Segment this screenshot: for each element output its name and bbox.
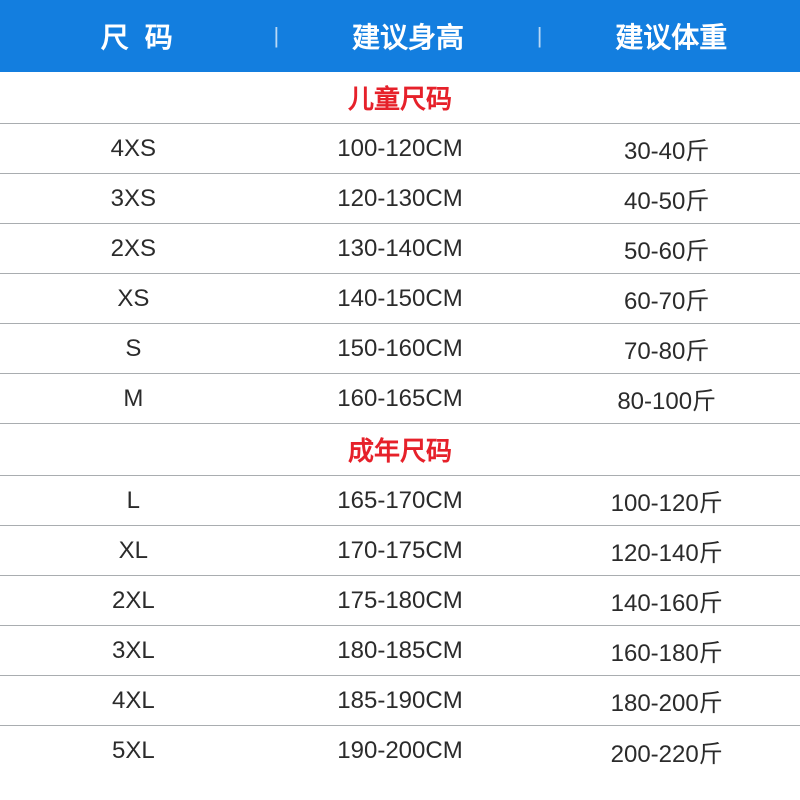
table-row: XS 140-150CM 60-70斤 bbox=[0, 274, 800, 324]
cell-size: M bbox=[0, 385, 267, 413]
cell-size: 4XL bbox=[0, 687, 267, 715]
table-row: XL 170-175CM 120-140斤 bbox=[0, 526, 800, 576]
table-row: 2XS 130-140CM 50-60斤 bbox=[0, 224, 800, 274]
cell-size: 2XS bbox=[0, 235, 267, 263]
table-row: 3XS 120-130CM 40-50斤 bbox=[0, 174, 800, 224]
cell-size: L bbox=[0, 487, 267, 515]
cell-height: 190-200CM bbox=[267, 737, 534, 765]
cell-size: XS bbox=[0, 285, 267, 313]
header-height: 建议身高 bbox=[279, 16, 537, 56]
cell-weight: 70-80斤 bbox=[533, 331, 800, 366]
cell-height: 175-180CM bbox=[267, 587, 534, 615]
table-header-row: 尺码 | 建议身高 | 建议体重 bbox=[0, 0, 800, 72]
cell-size: 2XL bbox=[0, 587, 267, 615]
cell-weight: 140-160斤 bbox=[533, 583, 800, 618]
cell-weight: 80-100斤 bbox=[533, 381, 800, 416]
cell-size: 4XS bbox=[0, 135, 267, 163]
table-row: 4XL 185-190CM 180-200斤 bbox=[0, 676, 800, 726]
header-size: 尺码 bbox=[0, 16, 274, 56]
cell-weight: 100-120斤 bbox=[533, 483, 800, 518]
size-chart-table: 尺码 | 建议身高 | 建议体重 儿童尺码 4XS 100-120CM 30-4… bbox=[0, 0, 800, 800]
cell-size: XL bbox=[0, 537, 267, 565]
cell-height: 130-140CM bbox=[267, 235, 534, 263]
cell-weight: 160-180斤 bbox=[533, 633, 800, 668]
cell-weight: 40-50斤 bbox=[533, 181, 800, 216]
cell-weight: 60-70斤 bbox=[533, 281, 800, 316]
section-title-adult: 成年尺码 bbox=[0, 424, 800, 476]
cell-weight: 180-200斤 bbox=[533, 683, 800, 718]
table-row: 2XL 175-180CM 140-160斤 bbox=[0, 576, 800, 626]
section-title-children: 儿童尺码 bbox=[0, 72, 800, 124]
cell-weight: 200-220斤 bbox=[533, 734, 800, 769]
cell-size: 3XS bbox=[0, 185, 267, 213]
table-row: 5XL 190-200CM 200-220斤 bbox=[0, 726, 800, 776]
cell-height: 100-120CM bbox=[267, 135, 534, 163]
cell-weight: 30-40斤 bbox=[533, 131, 800, 166]
cell-height: 170-175CM bbox=[267, 537, 534, 565]
cell-height: 165-170CM bbox=[267, 487, 534, 515]
header-weight: 建议体重 bbox=[542, 16, 800, 56]
cell-size: 5XL bbox=[0, 737, 267, 765]
cell-weight: 50-60斤 bbox=[533, 231, 800, 266]
cell-height: 160-165CM bbox=[267, 385, 534, 413]
cell-height: 150-160CM bbox=[267, 335, 534, 363]
table-row: 4XS 100-120CM 30-40斤 bbox=[0, 124, 800, 174]
cell-height: 140-150CM bbox=[267, 285, 534, 313]
cell-height: 180-185CM bbox=[267, 637, 534, 665]
cell-size: 3XL bbox=[0, 637, 267, 665]
cell-height: 120-130CM bbox=[267, 185, 534, 213]
cell-weight: 120-140斤 bbox=[533, 533, 800, 568]
cell-height: 185-190CM bbox=[267, 687, 534, 715]
table-row: S 150-160CM 70-80斤 bbox=[0, 324, 800, 374]
table-row: M 160-165CM 80-100斤 bbox=[0, 374, 800, 424]
cell-size: S bbox=[0, 335, 267, 363]
table-row: 3XL 180-185CM 160-180斤 bbox=[0, 626, 800, 676]
table-row: L 165-170CM 100-120斤 bbox=[0, 476, 800, 526]
